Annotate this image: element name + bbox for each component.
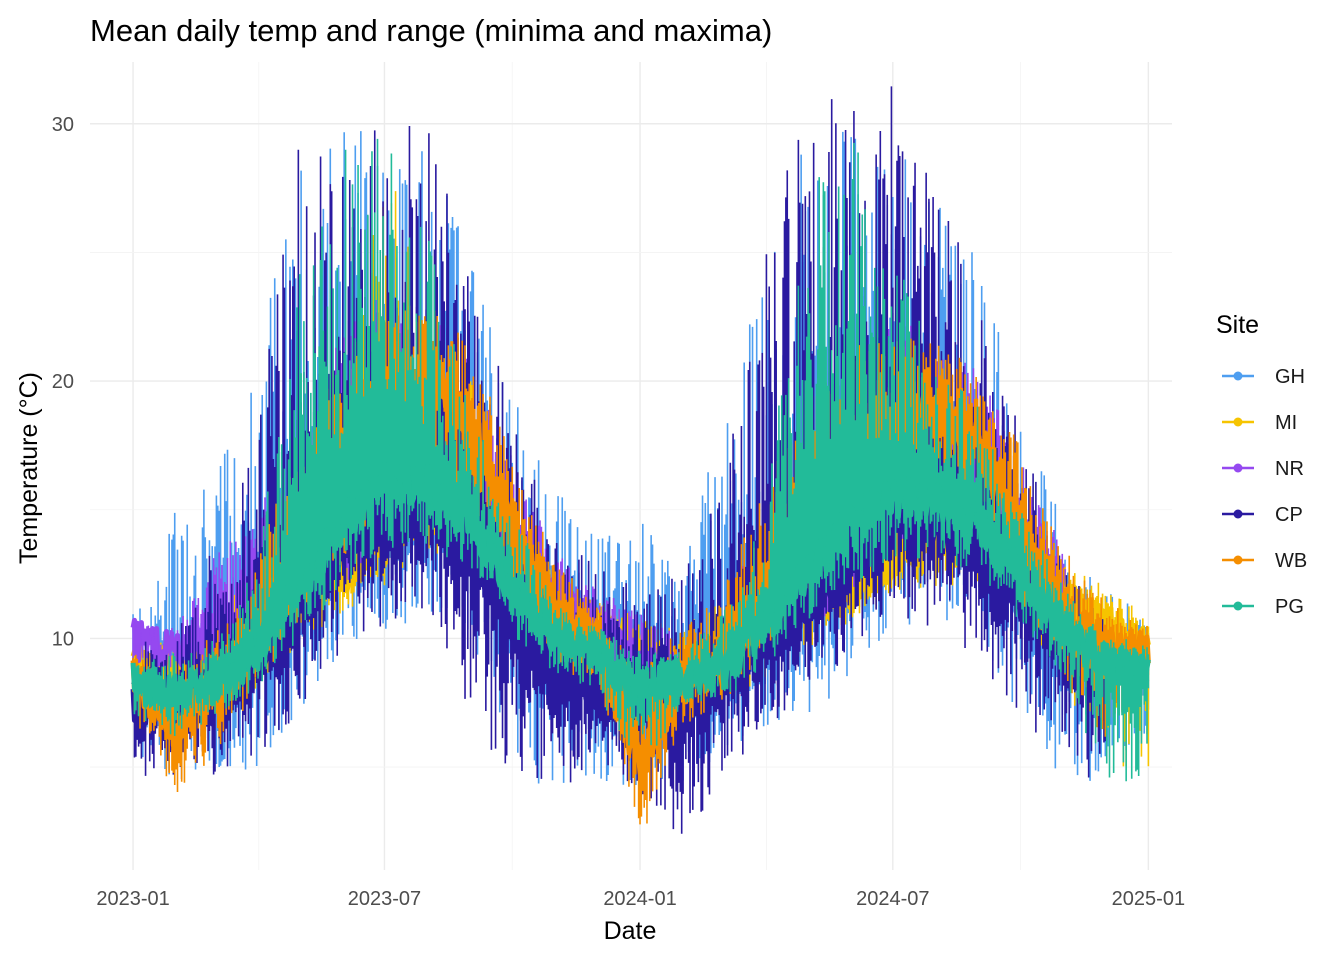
- series-pg: [130, 138, 1151, 782]
- legend-key-dot: [1233, 371, 1243, 381]
- x-axis-ticks: 2023-01 2023-07 2024-01 2024-07 2025-01: [96, 888, 1185, 910]
- legend-label: GH: [1275, 366, 1305, 388]
- legend-title: Site: [1216, 311, 1259, 339]
- x-axis-title: Date: [604, 917, 657, 945]
- legend-label: CP: [1275, 504, 1303, 526]
- x-tick-label: 2023-01: [96, 888, 169, 910]
- legend-item-nr: NR: [1222, 458, 1304, 480]
- legend-item-pg: PG: [1222, 596, 1304, 618]
- x-tick-label: 2025-01: [1112, 888, 1185, 910]
- legend-label: WB: [1275, 550, 1307, 572]
- legend-label: NR: [1275, 458, 1304, 480]
- legend-key-dot: [1233, 555, 1243, 565]
- series-mean-line: [130, 461, 1151, 709]
- legend-label: MI: [1275, 412, 1297, 434]
- legend-item-mi: MI: [1222, 412, 1297, 434]
- y-axis-ticks: 10 20 30: [52, 114, 74, 651]
- y-tick-label: 30: [52, 114, 74, 136]
- x-tick-label: 2023-07: [348, 888, 421, 910]
- chart-title: Mean daily temp and range (minima and ma…: [90, 13, 772, 48]
- y-axis-title: Temperature (°C): [15, 372, 43, 564]
- legend-item-cp: CP: [1222, 504, 1303, 526]
- legend: Site GH MI NR CP WB PG: [1216, 311, 1307, 618]
- y-tick-label: 20: [52, 371, 74, 393]
- x-tick-label: 2024-01: [603, 888, 676, 910]
- legend-item-gh: GH: [1222, 366, 1305, 388]
- y-tick-label: 10: [52, 628, 74, 650]
- legend-key-dot: [1233, 417, 1243, 427]
- legend-label: PG: [1275, 596, 1304, 618]
- series-layer: [130, 86, 1151, 834]
- legend-key-dot: [1233, 463, 1243, 473]
- legend-key-dot: [1233, 601, 1243, 611]
- legend-key-dot: [1233, 509, 1243, 519]
- legend-item-wb: WB: [1222, 550, 1307, 572]
- x-tick-label: 2024-07: [856, 888, 929, 910]
